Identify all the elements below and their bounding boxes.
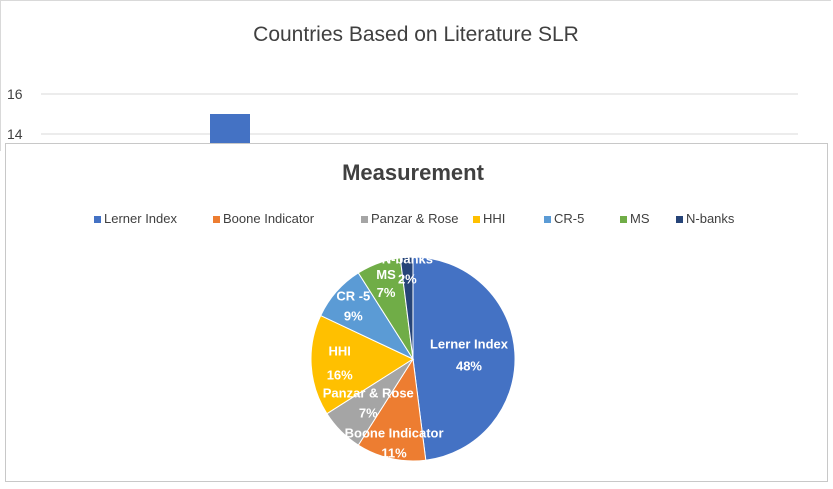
slice-name-label: MS bbox=[376, 267, 396, 282]
bar-chart-panel: Countries Based on Literature SLR 16 14 bbox=[0, 0, 831, 154]
legend: Lerner Index Boone Indicator Panzar & Rose… bbox=[94, 211, 735, 226]
legend-swatch bbox=[473, 216, 480, 223]
slice-name-label: HHI bbox=[329, 344, 351, 359]
pie-slices bbox=[310, 256, 516, 462]
legend-label: HHI bbox=[483, 211, 505, 226]
slice-name-label: CR -5 bbox=[336, 288, 370, 303]
legend-label: CR-5 bbox=[554, 211, 584, 226]
pie-slice bbox=[310, 314, 415, 415]
legend-swatch bbox=[213, 216, 220, 223]
slice-value-label: 11% bbox=[381, 446, 407, 461]
legend-label: N-banks bbox=[686, 211, 735, 226]
legend-label: Boone Indicator bbox=[223, 211, 315, 226]
bar-chart: Countries Based on Literature SLR 16 14 bbox=[7, 23, 798, 154]
slice-value-label: 7% bbox=[377, 285, 396, 300]
slice-name-label: Boone Indicator bbox=[345, 426, 444, 441]
pie-slice bbox=[357, 357, 427, 462]
slice-value-label: 7% bbox=[359, 406, 378, 421]
slice-name-label: Lerner Index bbox=[430, 336, 509, 351]
legend-swatch bbox=[620, 216, 627, 223]
slice-value-label: 16% bbox=[327, 368, 353, 383]
pie-slice bbox=[399, 256, 414, 360]
y-tick-label: 16 bbox=[7, 86, 23, 102]
legend-swatch bbox=[544, 216, 551, 223]
slice-value-label: 2% bbox=[398, 271, 417, 286]
legend-label: Panzar & Rose bbox=[371, 211, 458, 226]
legend-swatch bbox=[676, 216, 683, 223]
y-tick-label: 14 bbox=[7, 126, 23, 142]
pie-data-labels: Lerner Index 48% Boone Indicator 11% Panzar … bbox=[323, 251, 509, 460]
slice-name-label: Panzar & Rose bbox=[323, 386, 414, 401]
pie-chart-panel: Measurement Lerner Index Boone Indicator P… bbox=[5, 143, 828, 482]
legend-swatch bbox=[94, 216, 101, 223]
legend-label: MS bbox=[630, 211, 650, 226]
pie-chart-title: Measurement bbox=[342, 160, 485, 185]
slice-value-label: 48% bbox=[456, 358, 482, 373]
legend-label: Lerner Index bbox=[104, 211, 177, 226]
legend-swatch bbox=[361, 216, 368, 223]
bar-chart-title: Countries Based on Literature SLR bbox=[253, 23, 579, 46]
slice-value-label: 9% bbox=[344, 308, 363, 323]
pie-slice bbox=[412, 256, 516, 461]
pie-chart: Measurement Lerner Index Boone Indicator P… bbox=[94, 160, 735, 462]
slice-name-label: N-banks bbox=[382, 251, 433, 266]
